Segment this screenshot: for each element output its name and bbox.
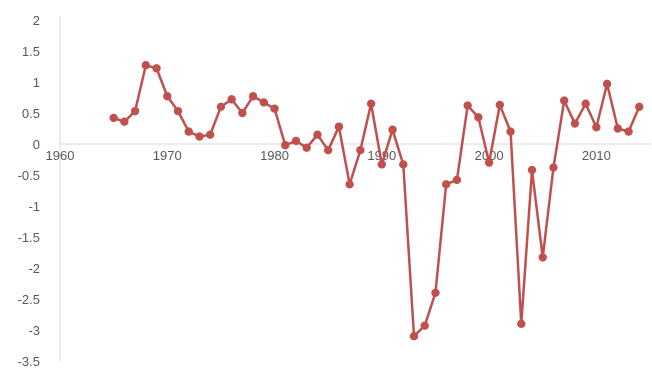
data-point (227, 95, 236, 104)
data-point (517, 319, 526, 328)
data-point (399, 160, 408, 169)
data-point (109, 113, 118, 123)
y-axis-tick-labels: 2 1.5 1 0.5 0 -0.5 -1 -1.5 -2 -2.5 -3 -3.5 (18, 13, 40, 369)
data-point (259, 98, 269, 107)
series-layer (109, 61, 644, 341)
data-point (345, 180, 354, 189)
y-tick-label: 0 (33, 137, 40, 152)
y-tick-label: -2.5 (18, 292, 40, 307)
x-tick-label: 1990 (367, 148, 396, 163)
data-point (592, 123, 601, 132)
data-point (238, 108, 247, 118)
y-tick-label: 1.5 (22, 44, 40, 59)
data-point (463, 101, 472, 110)
y-tick-label: -1 (28, 199, 40, 214)
data-point (570, 119, 580, 128)
data-point (452, 175, 462, 185)
y-tick-label: -3 (28, 323, 40, 338)
data-point (302, 143, 311, 152)
y-tick-label: 0.5 (22, 106, 40, 121)
data-point (441, 180, 451, 189)
data-point (431, 288, 440, 297)
data-point (152, 64, 161, 73)
data-point (195, 132, 204, 141)
data-point (248, 92, 258, 101)
data-point (377, 160, 387, 169)
data-point (495, 100, 505, 110)
data-point (323, 146, 333, 155)
series-line (113, 64, 641, 338)
data-point (559, 96, 569, 105)
x-axis-tick-labels: 1960 1970 1980 1990 2000 2010 (46, 148, 611, 163)
data-point (484, 158, 494, 167)
data-point (506, 127, 515, 136)
data-point (409, 332, 419, 341)
data-point (216, 102, 226, 112)
y-tick-label: -2 (28, 261, 40, 276)
data-point (624, 127, 633, 136)
x-tick-label: 2000 (475, 148, 504, 163)
data-point (388, 125, 397, 134)
data-point (635, 102, 644, 112)
y-tick-label: -0.5 (18, 168, 40, 183)
y-tick-label: 1 (33, 75, 40, 90)
data-point (538, 253, 547, 262)
data-point (549, 163, 558, 172)
y-tick-label: -1.5 (18, 230, 40, 245)
data-point (602, 79, 612, 89)
data-point (313, 130, 322, 139)
data-point (581, 99, 590, 108)
data-point (356, 146, 365, 155)
y-tick-label: -3.5 (18, 354, 40, 369)
data-point (334, 122, 344, 131)
data-point (163, 92, 172, 101)
data-point (141, 61, 151, 70)
data-point (527, 165, 537, 175)
data-point (205, 130, 215, 139)
x-tick-label: 1960 (46, 148, 75, 163)
x-tick-label: 1980 (260, 148, 289, 163)
data-point (281, 141, 290, 150)
x-tick-label: 2010 (582, 148, 611, 163)
data-point (420, 321, 429, 330)
data-point (270, 104, 279, 113)
y-tick-label: 2 (33, 13, 40, 28)
x-tick-label: 1970 (153, 148, 182, 163)
data-point (291, 136, 301, 146)
data-point (120, 117, 129, 126)
data-point (474, 113, 483, 122)
data-point (130, 106, 140, 116)
data-point (184, 127, 193, 136)
data-point (173, 106, 183, 116)
data-point (613, 124, 623, 133)
data-point (366, 99, 376, 108)
